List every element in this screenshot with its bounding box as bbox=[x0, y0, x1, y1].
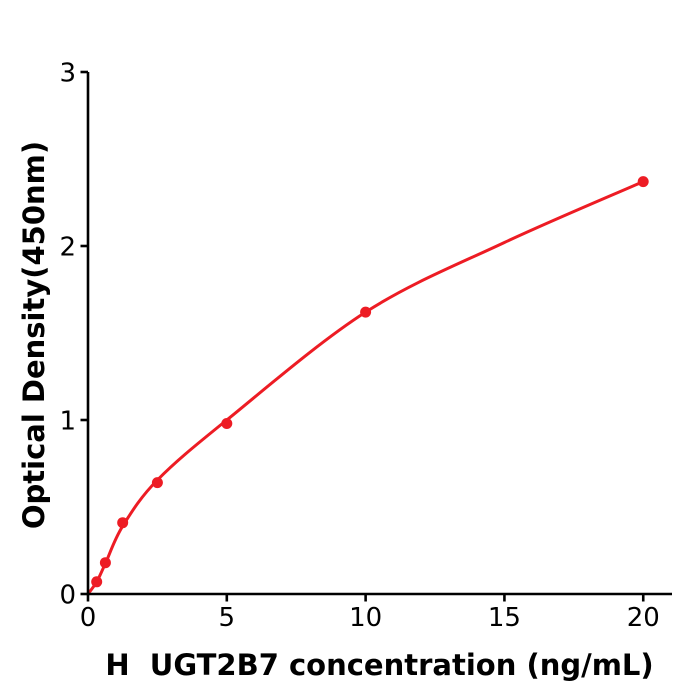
x-tick-label: 0 bbox=[80, 603, 97, 633]
x-tick-label: 15 bbox=[488, 603, 521, 633]
x-tick-label: 10 bbox=[349, 603, 382, 633]
data-point bbox=[117, 517, 129, 529]
y-axis-label: Optical Density(450nm) bbox=[17, 140, 51, 530]
data-point bbox=[637, 176, 649, 188]
y-tick-label: 0 bbox=[59, 581, 76, 611]
x-tick-label: 20 bbox=[627, 603, 660, 633]
data-point bbox=[91, 576, 103, 588]
data-point bbox=[360, 306, 372, 318]
data-point bbox=[99, 557, 111, 569]
x-axis-label: H UGT2B7 concentration (ng/mL) bbox=[105, 648, 654, 682]
x-tick-label: 5 bbox=[219, 603, 236, 633]
data-point bbox=[221, 418, 233, 429]
y-tick-label: 2 bbox=[59, 233, 76, 263]
fit-curve-line bbox=[86, 180, 645, 596]
y-tick-label: 1 bbox=[59, 407, 76, 437]
y-tick-label: 3 bbox=[59, 59, 76, 89]
data-point bbox=[151, 477, 163, 489]
